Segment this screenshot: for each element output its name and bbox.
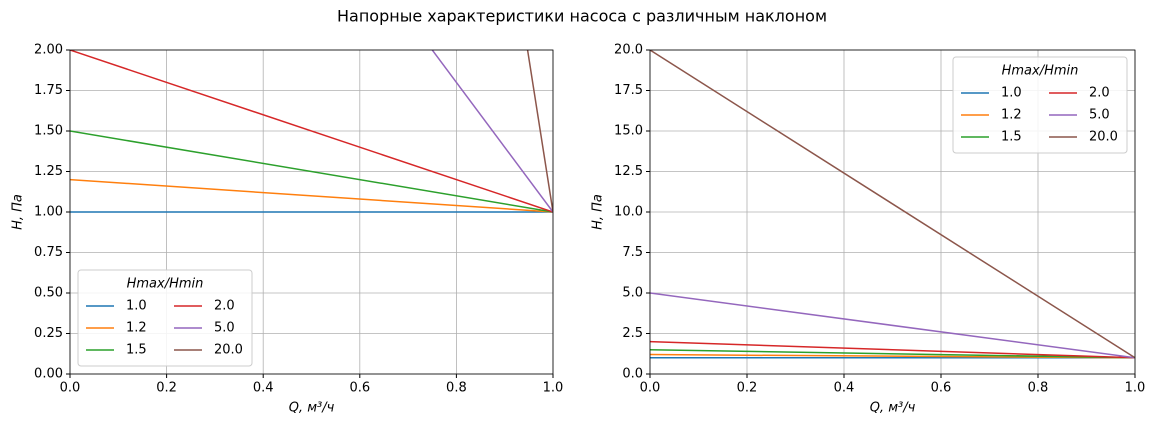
- y-tick-label: 12.5: [614, 164, 643, 179]
- legend-box: [952, 56, 1128, 154]
- legend-label: 20.0: [1089, 130, 1118, 145]
- y-tick-label: 1.50: [34, 124, 63, 139]
- series-line: [526, 50, 553, 213]
- y-tick-label: 2.5: [622, 326, 643, 341]
- legend-label: 1.2: [1001, 108, 1022, 123]
- y-axis-label: H, Па: [11, 194, 26, 230]
- series-line: [650, 292, 1135, 359]
- series-line: [70, 178, 553, 213]
- x-tick-label: 0.8: [1028, 381, 1049, 396]
- series-line: [650, 340, 1135, 359]
- series-line: [70, 130, 553, 213]
- x-tick-label: 0.4: [253, 381, 274, 396]
- y-tick-label: 5.0: [622, 286, 643, 301]
- axes-frame: [649, 49, 1136, 375]
- legend-label: 5.0: [1089, 108, 1110, 123]
- y-tick-label: 1.25: [34, 164, 63, 179]
- legend-label: 2.0: [1089, 86, 1110, 101]
- legend-label: 1.2: [126, 321, 147, 336]
- series-line: [650, 348, 1135, 359]
- y-tick-label: 15.0: [614, 124, 643, 139]
- x-tick-label: 0.0: [60, 381, 81, 396]
- x-axis-label: Q, м³/ч: [870, 401, 916, 416]
- x-tick-label: 1.0: [543, 381, 564, 396]
- x-tick-label: 0.2: [156, 381, 177, 396]
- x-tick-label: 0.6: [349, 381, 370, 396]
- x-axis-label: Q, м³/ч: [289, 401, 335, 416]
- y-tick-label: 0.50: [34, 286, 63, 301]
- legend-title: Hmax/Hmin: [1002, 64, 1079, 79]
- x-tick-label: 0.8: [446, 381, 467, 396]
- y-tick-label: 0.75: [34, 245, 63, 260]
- legend-label: 1.0: [126, 299, 147, 314]
- legend-label: 20.0: [214, 343, 243, 358]
- series-line: [70, 50, 553, 213]
- x-tick-label: 0.0: [640, 381, 661, 396]
- x-tick-label: 0.6: [931, 381, 952, 396]
- axes-frame: [69, 49, 554, 375]
- y-tick-label: 0.0: [622, 367, 643, 382]
- legend-label: 2.0: [214, 299, 235, 314]
- y-tick-label: 1.00: [34, 205, 63, 220]
- x-tick-label: 0.4: [834, 381, 855, 396]
- y-tick-label: 2.00: [34, 43, 63, 58]
- y-tick-label: 1.75: [34, 83, 63, 98]
- x-tick-label: 0.2: [737, 381, 758, 396]
- legend-label: 5.0: [214, 321, 235, 336]
- legend-title: Hmax/Hmin: [127, 277, 204, 292]
- y-tick-label: 0.00: [34, 367, 63, 382]
- x-tick-label: 1.0: [1125, 381, 1146, 396]
- legend-label: 1.5: [1001, 130, 1022, 145]
- y-tick-label: 20.0: [614, 43, 643, 58]
- series-line: [650, 353, 1135, 359]
- y-tick-label: 10.0: [614, 205, 643, 220]
- legend-label: 1.0: [1001, 86, 1022, 101]
- legend-label: 1.5: [126, 343, 147, 358]
- y-tick-label: 7.5: [622, 245, 643, 260]
- series-line: [650, 50, 1135, 359]
- legend-box: [77, 269, 253, 367]
- y-tick-label: 17.5: [614, 83, 643, 98]
- figure-title: Напорные характеристики насоса с различн…: [337, 7, 827, 26]
- y-tick-label: 0.25: [34, 326, 63, 341]
- series-line: [431, 50, 553, 213]
- y-axis-label: H, Па: [591, 194, 606, 230]
